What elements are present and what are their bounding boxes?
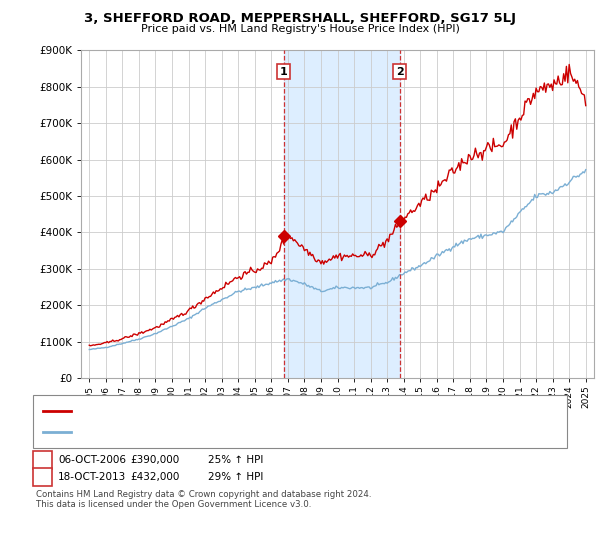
- Text: 18-OCT-2013: 18-OCT-2013: [58, 472, 127, 482]
- Text: Contains HM Land Registry data © Crown copyright and database right 2024.
This d: Contains HM Land Registry data © Crown c…: [36, 490, 371, 510]
- Text: £390,000: £390,000: [130, 455, 179, 465]
- Text: HPI: Average price, detached house, Central Bedfordshire: HPI: Average price, detached house, Cent…: [75, 427, 349, 436]
- Text: 3, SHEFFORD ROAD, MEPPERSHALL, SHEFFORD, SG17 5LJ (detached house): 3, SHEFFORD ROAD, MEPPERSHALL, SHEFFORD,…: [75, 407, 434, 416]
- Text: 2: 2: [39, 472, 46, 482]
- Text: 06-OCT-2006: 06-OCT-2006: [58, 455, 126, 465]
- Text: Price paid vs. HM Land Registry's House Price Index (HPI): Price paid vs. HM Land Registry's House …: [140, 24, 460, 34]
- Text: 1: 1: [280, 67, 287, 77]
- Text: 3, SHEFFORD ROAD, MEPPERSHALL, SHEFFORD, SG17 5LJ: 3, SHEFFORD ROAD, MEPPERSHALL, SHEFFORD,…: [84, 12, 516, 25]
- Text: 2: 2: [395, 67, 403, 77]
- Bar: [284, 50, 400, 378]
- Text: 25% ↑ HPI: 25% ↑ HPI: [208, 455, 263, 465]
- Text: 1: 1: [39, 455, 46, 465]
- Text: 29% ↑ HPI: 29% ↑ HPI: [208, 472, 263, 482]
- Text: £432,000: £432,000: [130, 472, 179, 482]
